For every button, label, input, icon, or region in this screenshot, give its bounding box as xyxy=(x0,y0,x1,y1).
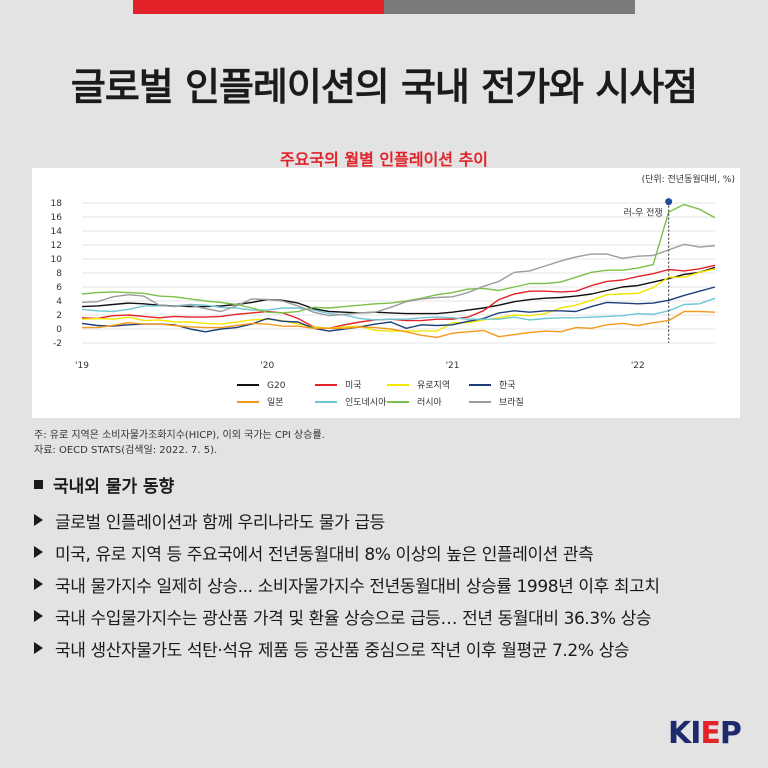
y-tick-label: 10 xyxy=(51,255,63,265)
chart-notes: 주: 유로 지역은 소비자물가조화지수(HICP), 이외 국가는 CPI 상승… xyxy=(34,428,325,458)
kiep-logo: KIEP xyxy=(668,716,741,751)
chart-panel: (단위: 전년동월대비, %) -2 0 2 4 6 8 10 12 14 16 18 '19 '20 '2… xyxy=(32,168,740,418)
x-tick-label: '20 xyxy=(260,361,274,371)
y-tick-label: 6 xyxy=(56,283,62,293)
page-title: 글로벌 인플레이션의 국내 전가와 시사점 xyxy=(0,56,768,111)
note-source-definition: 주: 유로 지역은 소비자물가조화지수(HICP), 이외 국가는 CPI 상승… xyxy=(34,428,325,443)
legend-label: 한국 xyxy=(499,380,516,391)
logo-text-accent: E xyxy=(700,716,720,751)
war-marker-dot xyxy=(665,198,672,205)
y-tick-label: 4 xyxy=(56,297,62,307)
triangle-bullet-icon xyxy=(34,578,43,590)
legend-label: 유로지역 xyxy=(417,380,450,391)
note-data-source: 자료: OECD STATS(검색일: 2022. 7. 5). xyxy=(34,443,325,458)
war-annotation-label: 러-우 전쟁 xyxy=(623,208,662,219)
bullet-item: 국내 생산자물가도 석탄·석유 제품 등 공산품 중심으로 작년 이후 월평균 … xyxy=(34,632,660,664)
y-tick-label: 18 xyxy=(51,199,63,209)
chart-title: 주요국의 월별 인플레이션 추이 xyxy=(0,146,768,170)
section-heading-label: 국내외 물가 동향 xyxy=(53,472,174,497)
section-heading: 국내외 물가 동향 xyxy=(34,472,174,497)
bullet-text: 국내 생산자물가도 석탄·석유 제품 등 공산품 중심으로 작년 이후 월평균 … xyxy=(55,636,629,661)
legend-label: 러시아 xyxy=(417,397,443,408)
square-bullet-icon xyxy=(34,480,43,489)
x-tick-label: '21 xyxy=(446,361,460,371)
triangle-bullet-icon xyxy=(34,514,43,526)
bullet-item: 국내 물가지수 일제히 상승... 소비자물가지수 전년동월대비 상승률 199… xyxy=(34,568,660,600)
y-tick-label: 0 xyxy=(56,325,62,335)
top-accent-gray xyxy=(384,0,635,14)
legend-label: G20 xyxy=(267,381,286,391)
legend-label: 브라질 xyxy=(499,396,524,408)
bullet-item: 글로벌 인플레이션과 함께 우리나라도 물가 급등 xyxy=(34,504,660,536)
bullet-text: 글로벌 인플레이션과 함께 우리나라도 물가 급등 xyxy=(55,508,385,533)
y-tick-label: 2 xyxy=(56,311,62,321)
bullet-item: 국내 수입물가지수는 광산품 가격 및 환율 상승으로 급등… 전년 동월대비 … xyxy=(34,600,660,632)
top-accent-bar xyxy=(133,0,635,14)
y-tick-label: 16 xyxy=(51,213,63,223)
top-accent-red xyxy=(133,0,384,14)
legend-label: 미국 xyxy=(345,380,362,391)
legend-label: 일본 xyxy=(267,397,284,408)
triangle-bullet-icon xyxy=(34,546,43,558)
series-line xyxy=(82,269,715,331)
bullet-item: 미국, 유로 지역 등 주요국에서 전년동월대비 8% 이상의 높은 인플레이션… xyxy=(34,536,660,568)
x-tick-label: '22 xyxy=(631,361,645,371)
y-tick-label: 12 xyxy=(51,241,62,251)
logo-text-main: KI xyxy=(668,716,700,751)
triangle-bullet-icon xyxy=(34,610,43,622)
y-tick-label: 8 xyxy=(56,269,62,279)
bullet-text: 미국, 유로 지역 등 주요국에서 전년동월대비 8% 이상의 높은 인플레이션… xyxy=(55,540,593,565)
line-chart: (단위: 전년동월대비, %) -2 0 2 4 6 8 10 12 14 16 18 '19 '20 '2… xyxy=(32,168,740,418)
bullet-text: 국내 수입물가지수는 광산품 가격 및 환율 상승으로 급등… 전년 동월대비 … xyxy=(55,604,651,629)
bullet-text: 국내 물가지수 일제히 상승... 소비자물가지수 전년동월대비 상승률 199… xyxy=(55,572,660,597)
y-tick-label: -2 xyxy=(53,339,62,349)
bullet-list: 글로벌 인플레이션과 함께 우리나라도 물가 급등 미국, 유로 지역 등 주요… xyxy=(34,504,660,664)
x-tick-label: '19 xyxy=(75,361,89,371)
legend-label: 인도네시아 xyxy=(345,397,387,408)
unit-note: (단위: 전년동월대비, %) xyxy=(642,173,735,185)
triangle-bullet-icon xyxy=(34,642,43,654)
y-tick-label: 14 xyxy=(51,227,63,237)
logo-text-end: P xyxy=(720,716,741,751)
